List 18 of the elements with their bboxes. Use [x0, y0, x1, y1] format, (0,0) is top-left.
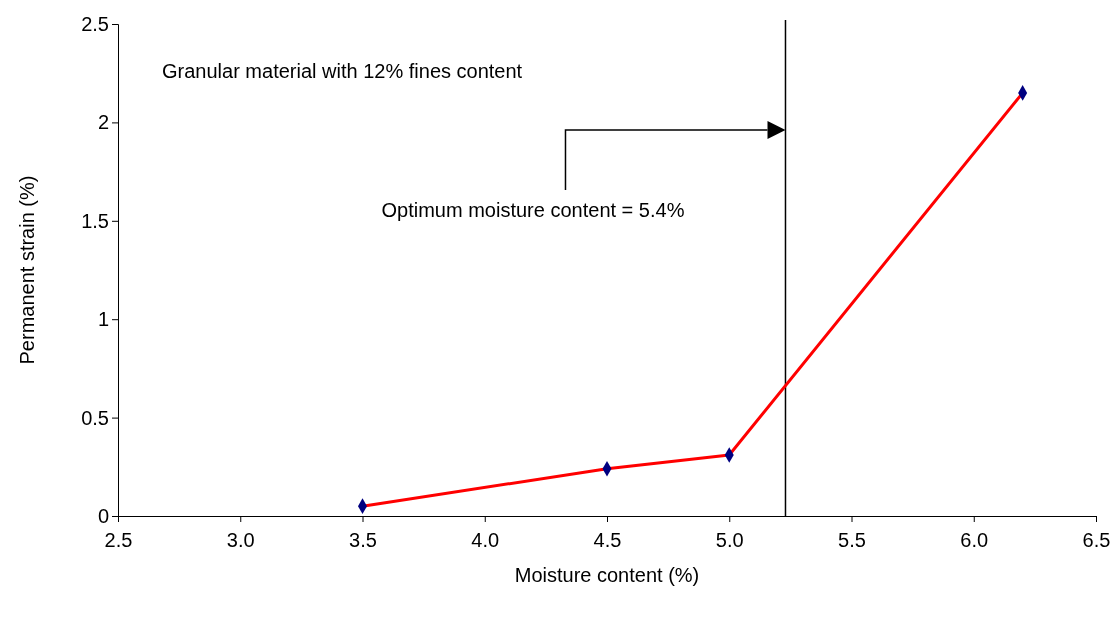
- x-tick-label: 3.5: [349, 529, 377, 551]
- x-axis-title: Moisture content (%): [514, 564, 700, 586]
- y-tick-label: 2: [97, 111, 109, 134]
- y-tick-label: 0.5: [81, 406, 109, 429]
- y-tick-label: 2.5: [81, 12, 109, 35]
- x-tick-label: 5.0: [715, 529, 744, 551]
- annotation: Optimum moisture content = 5.4%: [381, 199, 685, 221]
- y-tick-label: 1: [97, 308, 109, 331]
- x-tick-label: 4.5: [593, 529, 622, 551]
- annotation: Granular material with 12% fines content: [162, 60, 523, 82]
- x-tick-label: 6.5: [1082, 529, 1111, 551]
- y-tick-label: 1.5: [81, 209, 109, 232]
- x-tick-label: 4.0: [471, 529, 500, 551]
- x-tick-label: 5.5: [838, 529, 866, 551]
- y-tick-label: 0: [97, 504, 109, 527]
- x-tick-label: 3.0: [226, 529, 255, 551]
- y-axis-title: Permanent strain (%): [16, 175, 38, 365]
- x-tick-label: 6.0: [960, 529, 989, 551]
